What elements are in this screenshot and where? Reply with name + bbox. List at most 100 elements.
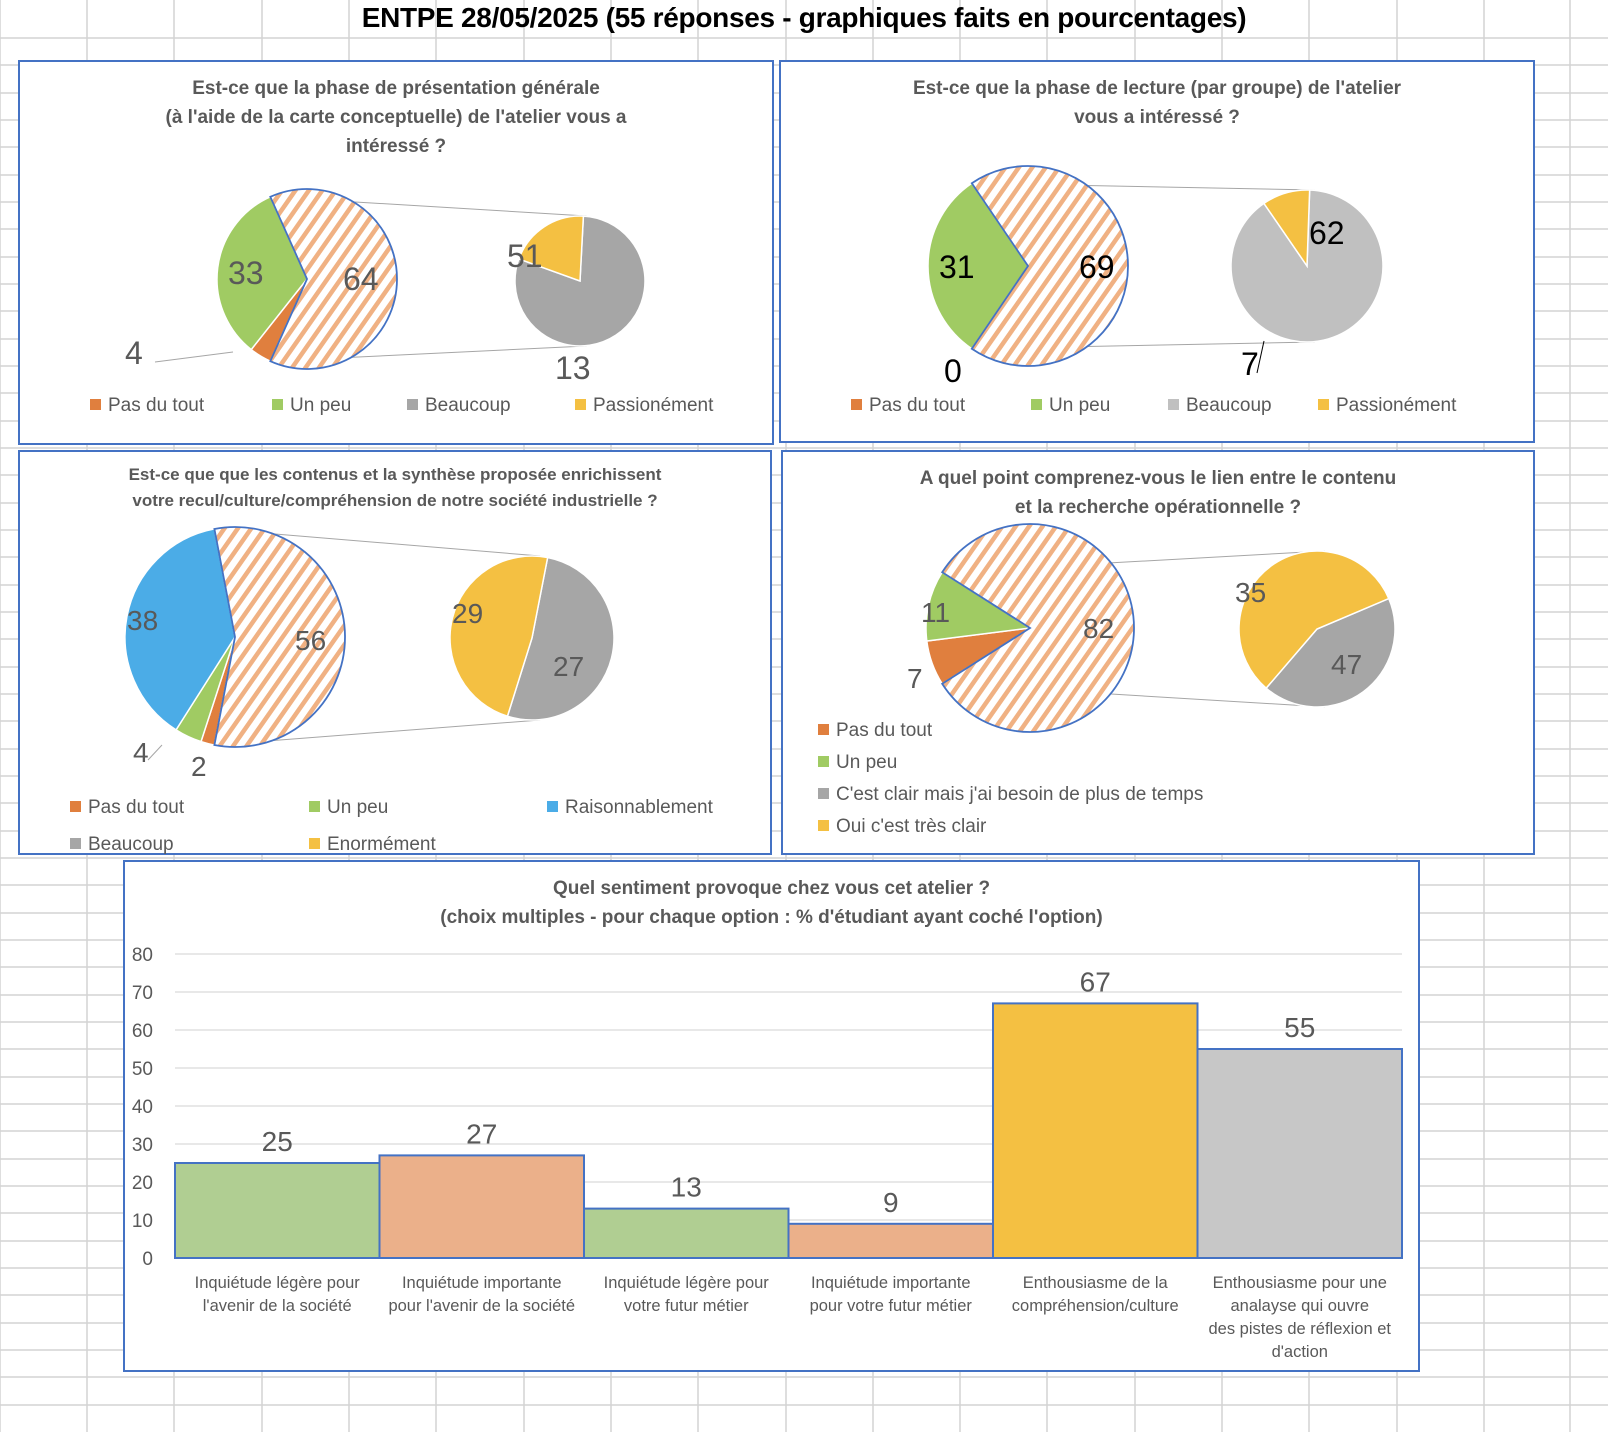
y-tick-label: 0 — [142, 1249, 153, 1270]
legend-swatch — [1318, 399, 1329, 410]
chart-title-line: Est-ce que que les contenus et la synthè… — [128, 465, 662, 484]
legend-label: Un peu — [1049, 395, 1111, 416]
legend-item[interactable]: Raisonnablement — [547, 797, 713, 819]
legend-swatch — [818, 756, 829, 767]
secondary-pie-slice-1[interactable] — [449, 555, 549, 718]
x-category-label: Inquiétude légère pour — [604, 1274, 770, 1292]
bar-chart: 0 10 20 30 40 50 60 70 80 25 Inquiétude légère pou… — [132, 945, 1403, 1361]
pie-slice-other[interactable] — [970, 165, 1129, 367]
legend-label: Enormément — [327, 834, 436, 855]
data-label: 7 — [1241, 346, 1259, 382]
legend-item[interactable]: Beaucoup — [407, 395, 511, 417]
x-category-label: Enthousiasme de la — [1023, 1274, 1169, 1292]
secondary-pie-slice-0[interactable] — [506, 556, 615, 721]
data-label: 47 — [1331, 649, 1362, 680]
legend-item[interactable]: Un peu — [272, 395, 351, 417]
y-tick-label: 70 — [132, 983, 153, 1004]
data-label: 27 — [553, 651, 584, 682]
data-label: 69 — [1079, 249, 1115, 285]
secondary-pie-slice-0[interactable] — [1265, 597, 1396, 708]
pie-slice-un-peu[interactable] — [925, 571, 1033, 642]
legend-label: Passionément — [593, 395, 714, 416]
legend-item[interactable]: Oui c'est très clair — [818, 816, 986, 838]
legend-item[interactable]: Passionément — [575, 395, 713, 417]
legend-label: Pas du tout — [836, 720, 933, 741]
chart-panel-presentation[interactable]: Est-ce que la phase de présentation géné… — [18, 60, 774, 445]
bar-value-label: 55 — [1284, 1012, 1315, 1043]
bar[interactable] — [787, 1222, 994, 1259]
pie-of-pie-chart: 7 11 82 35 47 — [907, 523, 1396, 733]
data-label: 33 — [228, 255, 264, 291]
chart-title: Quel sentiment provoque chez vous cet at… — [125, 874, 1418, 932]
pie-slice-other[interactable] — [213, 526, 346, 748]
legend-item[interactable]: Pas du tout — [818, 720, 932, 742]
legend-item[interactable]: Pas du tout — [70, 797, 184, 819]
bar[interactable] — [992, 1002, 1199, 1259]
secondary-pie-slice-1[interactable] — [517, 215, 585, 283]
legend-swatch — [272, 399, 283, 410]
legend-swatch — [1031, 399, 1042, 410]
bar-value-label: 13 — [671, 1172, 702, 1203]
legend-swatch — [70, 838, 81, 849]
legend-item[interactable]: Un peu — [1031, 395, 1110, 417]
pie-slice-other[interactable] — [940, 523, 1135, 733]
legend-item[interactable]: Un peu — [818, 752, 897, 774]
data-label: 64 — [343, 261, 379, 297]
legend-label: Beaucoup — [88, 834, 174, 855]
legend-swatch — [309, 838, 320, 849]
chart-panel-lecture[interactable]: Est-ce que la phase de lecture (par grou… — [779, 60, 1535, 443]
y-tick-label: 60 — [132, 1021, 153, 1042]
legend-label: Raisonnablement — [565, 797, 713, 818]
data-label: 51 — [507, 238, 543, 274]
y-tick-label: 20 — [132, 1173, 153, 1194]
legend-item[interactable]: Pas du tout — [90, 395, 204, 417]
bar[interactable] — [583, 1207, 790, 1260]
chart-panel-sentiment[interactable]: Quel sentiment provoque chez vous cet at… — [123, 860, 1420, 1372]
chart-panel-recherche-operationnelle[interactable]: A quel point comprenez-vous le lien entr… — [781, 450, 1535, 855]
data-label: 62 — [1309, 215, 1345, 251]
y-tick-label: 80 — [132, 945, 153, 966]
secondary-pie-slice-1[interactable] — [1262, 189, 1311, 269]
bar-value-label: 67 — [1080, 966, 1111, 997]
x-category-label: votre futur métier — [624, 1297, 749, 1315]
y-tick-label: 40 — [132, 1097, 153, 1118]
bar[interactable] — [378, 1154, 585, 1259]
chart-title: A quel point comprenez-vous le lien entr… — [783, 464, 1533, 522]
chart-title-line: vous a intéressé ? — [1074, 107, 1240, 128]
legend-swatch — [407, 399, 418, 410]
bar-value-label: 27 — [466, 1118, 497, 1149]
legend-item[interactable]: Passionément — [1318, 395, 1456, 417]
bar[interactable] — [174, 1162, 381, 1259]
legend-item[interactable]: Pas du tout — [851, 395, 965, 417]
data-label: 56 — [295, 625, 326, 656]
legend-item[interactable]: Enormément — [309, 834, 436, 856]
data-label: 38 — [127, 605, 158, 636]
bar[interactable] — [1196, 1048, 1403, 1259]
legend-item[interactable]: Beaucoup — [70, 834, 174, 856]
legend-swatch — [1168, 399, 1179, 410]
legend-item[interactable]: C'est clair mais j'ai besoin de plus de … — [818, 784, 1203, 806]
leader-line — [154, 351, 234, 363]
legend-swatch — [851, 399, 862, 410]
chart-panel-contenus[interactable]: Est-ce que que les contenus et la synthè… — [18, 450, 772, 855]
leader-line — [1256, 340, 1265, 374]
pie-slice-other[interactable] — [269, 188, 398, 370]
y-tick-label: 50 — [132, 1059, 153, 1080]
chart-title: Est-ce que la phase de présentation géné… — [20, 74, 772, 161]
x-category-label: des pistes de réflexion et — [1208, 1320, 1391, 1338]
chart-title-line: et la recherche opérationnelle ? — [1014, 497, 1302, 518]
chart-title-line: intéressé ? — [345, 136, 447, 157]
secondary-pie-slice-1[interactable] — [1238, 550, 1390, 690]
legend-item[interactable]: Un peu — [309, 797, 388, 819]
pie-slice-un-peu[interactable] — [216, 195, 308, 351]
pie-of-pie-chart: 4 33 64 51 13 — [125, 188, 646, 386]
legend-label: Pas du tout — [88, 797, 185, 818]
legend-label: Un peu — [327, 797, 389, 818]
legend-swatch — [90, 399, 101, 410]
legend-label: Pas du tout — [869, 395, 966, 416]
x-category-label: l'avenir de la société — [203, 1297, 352, 1315]
pie-slice-raisonnablement[interactable] — [124, 528, 236, 731]
pie-slice-un-peu[interactable] — [927, 182, 1029, 350]
legend-swatch — [547, 801, 558, 812]
legend-item[interactable]: Beaucoup — [1168, 395, 1272, 417]
